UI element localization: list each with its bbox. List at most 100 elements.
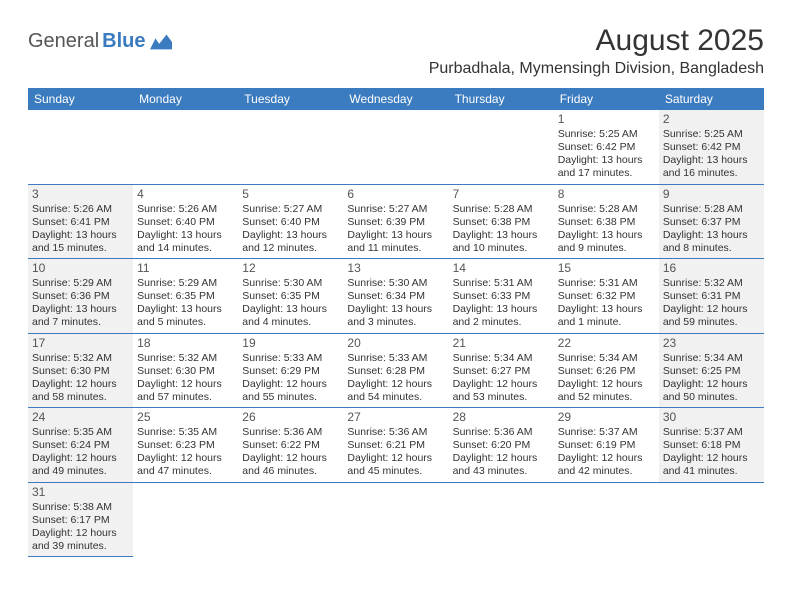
day-cell: 22Sunrise: 5:34 AMSunset: 6:26 PMDayligh… (554, 334, 659, 409)
sunrise-text: Sunrise: 5:28 AM (663, 203, 760, 216)
empty-cell (449, 110, 554, 185)
day-number: 12 (242, 261, 339, 276)
daylight-text: Daylight: 13 hours and 9 minutes. (558, 229, 655, 255)
sunrise-text: Sunrise: 5:29 AM (32, 277, 129, 290)
day-number: 31 (32, 485, 129, 500)
daylight-text: Daylight: 12 hours and 42 minutes. (558, 452, 655, 478)
day-number: 4 (137, 187, 234, 202)
weekday-header: Tuesday (238, 88, 343, 110)
sunset-text: Sunset: 6:26 PM (558, 365, 655, 378)
day-number: 20 (347, 336, 444, 351)
sunset-text: Sunset: 6:40 PM (137, 216, 234, 229)
sunrise-text: Sunrise: 5:30 AM (242, 277, 339, 290)
calendar: SundayMondayTuesdayWednesdayThursdayFrid… (28, 88, 764, 557)
day-number: 22 (558, 336, 655, 351)
day-cell: 19Sunrise: 5:33 AMSunset: 6:29 PMDayligh… (238, 334, 343, 409)
sunrise-text: Sunrise: 5:25 AM (663, 128, 760, 141)
day-cell: 12Sunrise: 5:30 AMSunset: 6:35 PMDayligh… (238, 259, 343, 334)
daylight-text: Daylight: 13 hours and 17 minutes. (558, 154, 655, 180)
sunrise-text: Sunrise: 5:26 AM (32, 203, 129, 216)
day-cell: 6Sunrise: 5:27 AMSunset: 6:39 PMDaylight… (343, 185, 448, 260)
sunrise-text: Sunrise: 5:28 AM (558, 203, 655, 216)
sunrise-text: Sunrise: 5:31 AM (453, 277, 550, 290)
daylight-text: Daylight: 13 hours and 1 minute. (558, 303, 655, 329)
daylight-text: Daylight: 13 hours and 15 minutes. (32, 229, 129, 255)
day-cell: 30Sunrise: 5:37 AMSunset: 6:18 PMDayligh… (659, 408, 764, 483)
day-cell: 15Sunrise: 5:31 AMSunset: 6:32 PMDayligh… (554, 259, 659, 334)
day-cell: 11Sunrise: 5:29 AMSunset: 6:35 PMDayligh… (133, 259, 238, 334)
sunrise-text: Sunrise: 5:33 AM (347, 352, 444, 365)
sunset-text: Sunset: 6:30 PM (32, 365, 129, 378)
day-cell: 18Sunrise: 5:32 AMSunset: 6:30 PMDayligh… (133, 334, 238, 409)
daylight-text: Daylight: 12 hours and 54 minutes. (347, 378, 444, 404)
day-cell: 21Sunrise: 5:34 AMSunset: 6:27 PMDayligh… (449, 334, 554, 409)
sunrise-text: Sunrise: 5:31 AM (558, 277, 655, 290)
day-cell: 29Sunrise: 5:37 AMSunset: 6:19 PMDayligh… (554, 408, 659, 483)
daylight-text: Daylight: 13 hours and 14 minutes. (137, 229, 234, 255)
weekday-header: Saturday (659, 88, 764, 110)
daylight-text: Daylight: 12 hours and 45 minutes. (347, 452, 444, 478)
weekday-header: Friday (554, 88, 659, 110)
day-cell: 1Sunrise: 5:25 AMSunset: 6:42 PMDaylight… (554, 110, 659, 185)
daylight-text: Daylight: 12 hours and 43 minutes. (453, 452, 550, 478)
generalblue-logo: General Blue (28, 30, 172, 53)
day-cell: 25Sunrise: 5:35 AMSunset: 6:23 PMDayligh… (133, 408, 238, 483)
weekday-header-row: SundayMondayTuesdayWednesdayThursdayFrid… (28, 88, 764, 110)
day-number: 13 (347, 261, 444, 276)
daylight-text: Daylight: 12 hours and 39 minutes. (32, 527, 129, 553)
day-number: 21 (453, 336, 550, 351)
day-number: 6 (347, 187, 444, 202)
daylight-text: Daylight: 12 hours and 55 minutes. (242, 378, 339, 404)
sunrise-text: Sunrise: 5:36 AM (347, 426, 444, 439)
sunrise-text: Sunrise: 5:33 AM (242, 352, 339, 365)
sunrise-text: Sunrise: 5:32 AM (663, 277, 760, 290)
day-cell: 28Sunrise: 5:36 AMSunset: 6:20 PMDayligh… (449, 408, 554, 483)
day-cell: 7Sunrise: 5:28 AMSunset: 6:38 PMDaylight… (449, 185, 554, 260)
daylight-text: Daylight: 12 hours and 57 minutes. (137, 378, 234, 404)
empty-cell (659, 483, 764, 558)
sunrise-text: Sunrise: 5:38 AM (32, 501, 129, 514)
sunset-text: Sunset: 6:30 PM (137, 365, 234, 378)
sunrise-text: Sunrise: 5:32 AM (32, 352, 129, 365)
day-cell: 26Sunrise: 5:36 AMSunset: 6:22 PMDayligh… (238, 408, 343, 483)
sunrise-text: Sunrise: 5:32 AM (137, 352, 234, 365)
day-number: 26 (242, 410, 339, 425)
sunset-text: Sunset: 6:36 PM (32, 290, 129, 303)
empty-cell (133, 483, 238, 558)
sunset-text: Sunset: 6:22 PM (242, 439, 339, 452)
sunset-text: Sunset: 6:19 PM (558, 439, 655, 452)
daylight-text: Daylight: 13 hours and 2 minutes. (453, 303, 550, 329)
day-cell: 5Sunrise: 5:27 AMSunset: 6:40 PMDaylight… (238, 185, 343, 260)
empty-cell (343, 483, 448, 558)
day-cell: 24Sunrise: 5:35 AMSunset: 6:24 PMDayligh… (28, 408, 133, 483)
title-block: August 2025 Purbadhala, Mymensingh Divis… (429, 24, 764, 78)
sunrise-text: Sunrise: 5:34 AM (453, 352, 550, 365)
sunset-text: Sunset: 6:25 PM (663, 365, 760, 378)
day-number: 7 (453, 187, 550, 202)
sunrise-text: Sunrise: 5:28 AM (453, 203, 550, 216)
empty-cell (554, 483, 659, 558)
day-number: 18 (137, 336, 234, 351)
day-cell: 9Sunrise: 5:28 AMSunset: 6:37 PMDaylight… (659, 185, 764, 260)
day-number: 16 (663, 261, 760, 276)
weekday-header: Sunday (28, 88, 133, 110)
sunset-text: Sunset: 6:42 PM (663, 141, 760, 154)
daylight-text: Daylight: 12 hours and 59 minutes. (663, 303, 760, 329)
empty-cell (238, 110, 343, 185)
sunset-text: Sunset: 6:17 PM (32, 514, 129, 527)
sunset-text: Sunset: 6:32 PM (558, 290, 655, 303)
day-cell: 16Sunrise: 5:32 AMSunset: 6:31 PMDayligh… (659, 259, 764, 334)
flag-icon (150, 34, 172, 50)
location: Purbadhala, Mymensingh Division, Banglad… (429, 60, 764, 78)
empty-cell (449, 483, 554, 558)
daylight-text: Daylight: 13 hours and 4 minutes. (242, 303, 339, 329)
day-number: 9 (663, 187, 760, 202)
day-number: 19 (242, 336, 339, 351)
daylight-text: Daylight: 13 hours and 8 minutes. (663, 229, 760, 255)
sunset-text: Sunset: 6:40 PM (242, 216, 339, 229)
sunset-text: Sunset: 6:41 PM (32, 216, 129, 229)
sunset-text: Sunset: 6:35 PM (242, 290, 339, 303)
day-cell: 17Sunrise: 5:32 AMSunset: 6:30 PMDayligh… (28, 334, 133, 409)
day-number: 10 (32, 261, 129, 276)
day-cell: 31Sunrise: 5:38 AMSunset: 6:17 PMDayligh… (28, 483, 133, 558)
